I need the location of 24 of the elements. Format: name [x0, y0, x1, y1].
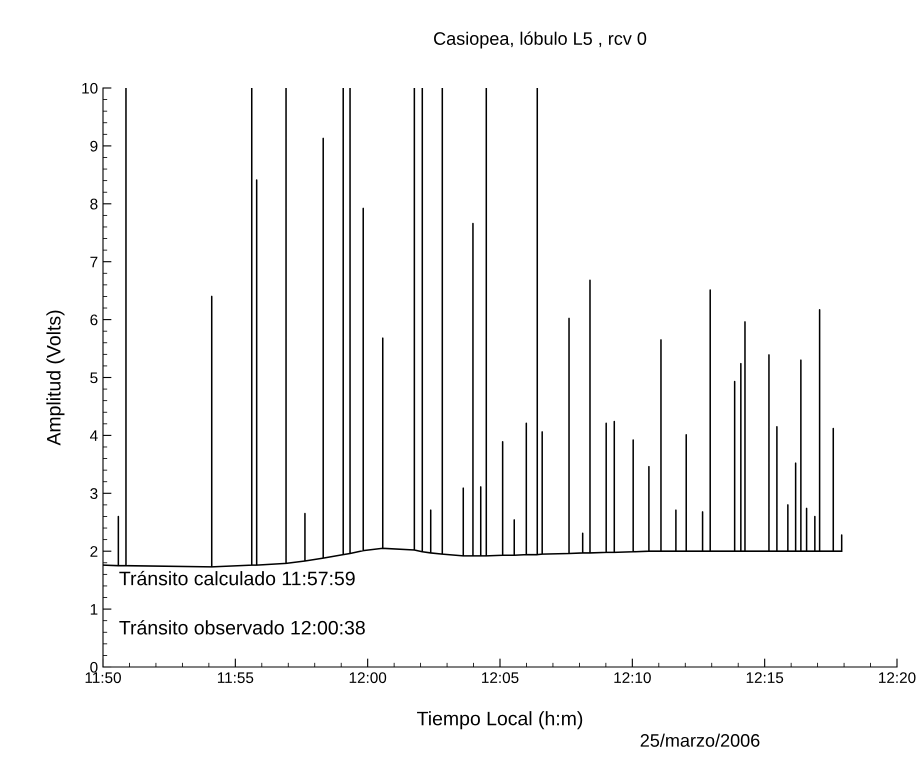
annotation: Tránsito calculado 11:57:59	[119, 570, 355, 586]
annotation: Tránsito observado 12:00:38	[119, 620, 365, 635]
y-tick-label: 8	[90, 198, 98, 210]
x-tick-label: 12:05	[482, 672, 518, 684]
x-tick-label: 12:15	[746, 672, 784, 684]
x-tick-label: 12:10	[614, 672, 651, 684]
y-tick-label: 6	[90, 314, 98, 326]
y-tick-label: 1	[90, 604, 98, 615]
x-axis-title: Tiempo Local (h:m)	[417, 711, 582, 730]
y-tick-label: 3	[90, 488, 98, 499]
y-tick-label: 4	[90, 430, 98, 441]
y-tick-label: 9	[90, 140, 98, 152]
y-tick-label: 5	[90, 372, 98, 384]
x-tick-label: 11:55	[218, 672, 254, 684]
x-tick-label: 12:20	[879, 672, 916, 684]
text: 25/marzo/2006	[640, 734, 760, 747]
y-axis-title: Amplitud (Volts)	[46, 310, 64, 446]
y-tick-label: 10	[82, 82, 98, 94]
chart-title: Casiopea, lóbulo L5 , rcv 0	[434, 31, 646, 49]
y-tick-label: 7	[90, 256, 98, 268]
y-tick-label: 0	[90, 662, 98, 673]
y-tick-label: 2	[90, 546, 98, 557]
x-tick-label: 12:00	[350, 672, 386, 684]
x-tick-label: 11:50	[86, 672, 121, 684]
